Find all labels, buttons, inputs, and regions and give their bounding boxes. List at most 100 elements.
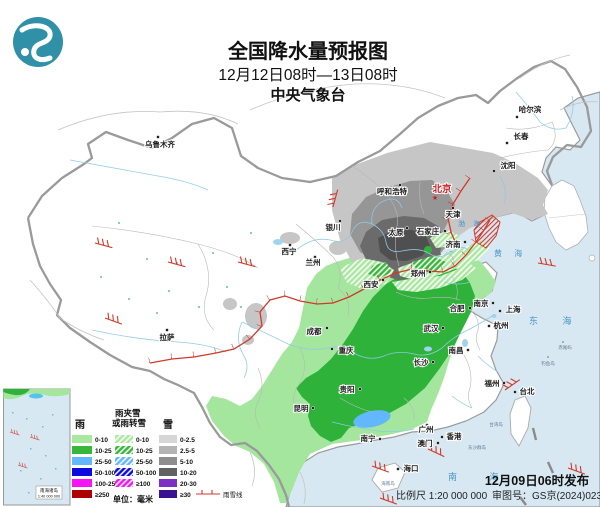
inset-title: 南海诸岛 bbox=[40, 487, 58, 494]
legend-range: 50-100 bbox=[136, 470, 157, 477]
map-header: 全国降水量预报图 12月12日08时—13日08时 中央气象台 bbox=[218, 39, 397, 104]
legend-unit-label: 单位：毫米 bbox=[113, 494, 154, 504]
forecast-period: 12月12日08时—13日08时 bbox=[218, 66, 397, 84]
city-label: 太原 bbox=[389, 227, 404, 237]
sea-label-donghai: 东 海 bbox=[529, 315, 583, 326]
legend-swatch bbox=[159, 468, 177, 476]
city-label: 武汉 bbox=[424, 323, 439, 333]
snow-patch bbox=[280, 232, 300, 244]
islet-dot bbox=[547, 356, 549, 358]
precipitation-legend: 雨 0-10 10-25 25-50 50-100 100-250 ≥250 雨… bbox=[72, 408, 243, 504]
legend-swatch bbox=[72, 468, 92, 476]
inset-land-green bbox=[3, 389, 30, 396]
city-label: 乌鲁木齐 bbox=[145, 139, 175, 149]
legend-range: 10-25 bbox=[95, 448, 112, 455]
legend-range: 0-10 bbox=[136, 437, 149, 444]
city-label: 天津 bbox=[446, 209, 461, 219]
legend-swatch bbox=[159, 479, 177, 487]
legend-range: 0-10 bbox=[95, 437, 108, 444]
legend-swatch bbox=[72, 435, 92, 443]
sea-labels: 渤 海 黄 海 东 海 南 海 台湾岛 海南岛 东沙群岛 钓鱼岛 赤尾屿 bbox=[381, 219, 583, 487]
legend-swatch bbox=[72, 490, 92, 498]
city-label: 贵阳 bbox=[340, 384, 355, 394]
legend-swatch bbox=[115, 479, 133, 487]
taiwan-island bbox=[509, 395, 532, 447]
sea-label-huanghai: 黄 海 bbox=[494, 248, 527, 258]
legend-swatch bbox=[115, 446, 133, 454]
city-label: 香港 bbox=[446, 431, 462, 441]
legend-range: 50-100 bbox=[95, 470, 116, 477]
snow-patch bbox=[223, 298, 237, 310]
foreign-borders bbox=[29, 54, 599, 505]
legend-range: 25-50 bbox=[95, 459, 112, 466]
release-time: 12月09日06时发布 bbox=[485, 473, 590, 488]
agency-name: 中央气象台 bbox=[270, 86, 345, 104]
cma-logo bbox=[13, 17, 63, 67]
rain-snow-boundary-line bbox=[150, 178, 491, 364]
city-label: 广州 bbox=[419, 424, 434, 434]
city-label: 杭州 bbox=[494, 320, 509, 330]
city-label: 郑州 bbox=[411, 268, 426, 278]
legend-range: 20-30 bbox=[180, 481, 197, 488]
snow-patch bbox=[329, 241, 347, 255]
legend-range: 0-2.5 bbox=[180, 437, 195, 444]
legend-swatch bbox=[115, 435, 133, 443]
city-label: 南昌 bbox=[449, 345, 464, 355]
nine-dash-line bbox=[519, 427, 555, 506]
map-approval-number: 审图号：GS京(2024)0236号 bbox=[492, 489, 600, 502]
legend-range: ≥250 bbox=[95, 492, 110, 499]
city-label: 海口 bbox=[404, 463, 419, 473]
city-label: 长春 bbox=[514, 131, 529, 141]
legend-range: ≥100 bbox=[136, 481, 151, 488]
page-title: 全国降水量预报图 bbox=[227, 39, 388, 63]
inset-islets bbox=[12, 412, 57, 494]
footer-info: 12月09日06时发布 比例尺 1:20 000 000 审图号：GS京(202… bbox=[396, 473, 600, 502]
boundary-line-symbol bbox=[196, 490, 220, 495]
legend-sleet-header1: 雨夹雪 bbox=[115, 408, 141, 418]
city-label: 台北 bbox=[520, 386, 535, 396]
legend-snow-header: 雪 bbox=[163, 419, 173, 431]
inset-frame bbox=[3, 388, 71, 506]
china-national-border bbox=[27, 59, 593, 219]
island-label-taiwan: 台湾岛 bbox=[489, 421, 503, 428]
city-label: 福州 bbox=[484, 378, 500, 388]
legend-range: 2.5-5 bbox=[180, 448, 195, 455]
city-label: 西安 bbox=[364, 279, 379, 289]
city-label: 上海 bbox=[506, 304, 521, 314]
inset-scale: 1:40 000 000 bbox=[38, 495, 60, 499]
legend-swatch bbox=[72, 479, 92, 487]
island-label-chiwei: 赤尾屿 bbox=[558, 344, 572, 351]
island-label-diaoyu: 钓鱼岛 bbox=[541, 360, 555, 367]
legend-swatch bbox=[72, 457, 92, 465]
legend-range: 5-10 bbox=[180, 459, 193, 466]
city-label: 银川 bbox=[326, 222, 341, 232]
sea-label-bohai: 渤 海 bbox=[458, 219, 483, 228]
legend-range: ≥30 bbox=[180, 492, 191, 499]
city-labels: 乌鲁木齐 哈尔滨 长春 沈阳 呼和浩特 北京 天津 银川 太原 石家庄 济南 西… bbox=[144, 103, 543, 474]
inset-label-box bbox=[35, 485, 63, 500]
city-label: 哈尔滨 bbox=[519, 104, 542, 114]
city-label: 沈阳 bbox=[501, 160, 516, 170]
city-label: 长沙 bbox=[414, 357, 429, 367]
city-label: 济南 bbox=[446, 239, 461, 249]
legend-sleet-header2: 或雨转雪 bbox=[112, 418, 147, 428]
island-label-hainan: 海南岛 bbox=[381, 480, 395, 487]
legend-rain-header: 雨 bbox=[75, 419, 85, 431]
south-china-sea-inset: 南海诸岛 1:40 000 000 bbox=[3, 388, 71, 506]
city-label: 兰州 bbox=[306, 257, 321, 267]
legend-swatch bbox=[159, 457, 177, 465]
legend-swatch bbox=[159, 490, 177, 498]
legend-range: 10-20 bbox=[180, 470, 197, 477]
capital-star-marker: ★ bbox=[432, 194, 438, 202]
island-label-dongsha: 东沙群岛 bbox=[468, 444, 486, 451]
logo-swirl bbox=[19, 23, 53, 63]
city-label: 呼和浩特 bbox=[377, 186, 407, 196]
map-scale: 比例尺 1:20 000 000 bbox=[396, 489, 488, 502]
city-label: 合肥 bbox=[450, 303, 465, 313]
city-label: 成都 bbox=[307, 326, 322, 336]
capital-label: 北京 bbox=[432, 183, 452, 195]
legend-swatch bbox=[159, 446, 177, 454]
legend-swatch bbox=[115, 468, 133, 476]
city-label: 澳门 bbox=[418, 438, 433, 448]
city-label: 石家庄 bbox=[416, 226, 440, 236]
